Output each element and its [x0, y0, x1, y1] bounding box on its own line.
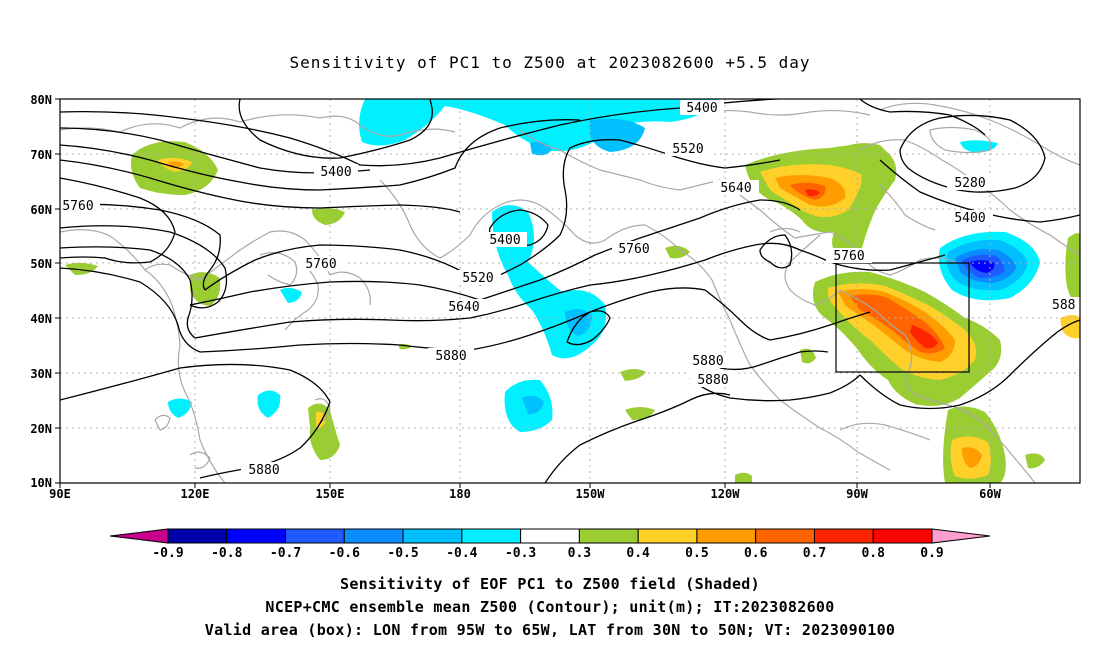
map-frame	[59, 98, 1081, 484]
grid	[60, 99, 1080, 483]
colorbar-label: 0.9	[920, 546, 943, 561]
colorbar-label: -0.9	[152, 546, 183, 561]
contour-label: 5760	[833, 249, 864, 264]
colorbar-max-arrow	[931, 528, 991, 544]
map-panel: 5400 5400 5400 5400 5280 5520 5520 5640 …	[60, 99, 1080, 483]
lon-label: 180	[449, 487, 471, 501]
colorbar-label: 0.3	[568, 546, 591, 561]
colorbar-box	[813, 528, 874, 544]
colorbar-label: -0.4	[446, 546, 477, 561]
lat-label: 20N	[30, 422, 52, 436]
contour-label: 5400	[954, 211, 985, 226]
colorbar-box	[226, 528, 287, 544]
colorbar-label: -0.7	[270, 546, 301, 561]
contour-label: 5640	[720, 181, 751, 196]
contour-label: 5520	[672, 142, 703, 157]
lon-label: 150E	[316, 487, 345, 501]
contour-label: 5760	[618, 242, 649, 257]
latitude-axis: 80N 70N 60N 50N 40N 30N 20N 10N	[30, 93, 60, 490]
contour-label: 5880	[435, 349, 466, 364]
contour-label: 5400	[686, 101, 717, 116]
contour-label: 5880	[692, 354, 723, 369]
lat-label: 50N	[30, 257, 52, 271]
lat-label: 30N	[30, 367, 52, 381]
colorbar-box	[637, 528, 698, 544]
contour-label: 5640	[448, 300, 479, 315]
contour-label: 5880	[248, 463, 279, 478]
caption-line-1: Sensitivity of EOF PC1 to Z500 field (Sh…	[340, 575, 760, 593]
contour-label: 588	[1052, 298, 1075, 313]
colorbar-label: 0.6	[744, 546, 768, 561]
colorbar-labels: -0.9 -0.8 -0.7 -0.6 -0.5 -0.4 -0.3 0.3 0.4 0.5 0.6…	[152, 546, 943, 561]
valid-area-box	[835, 262, 970, 373]
lat-label: 60N	[30, 203, 52, 217]
contour-label: 5520	[462, 271, 493, 286]
lon-label: 120W	[711, 487, 741, 501]
colorbar-box	[696, 528, 757, 544]
contour-label: 5280	[954, 176, 985, 191]
contour-label: 5400	[320, 165, 351, 180]
colorbar: -0.9 -0.8 -0.7 -0.6 -0.5 -0.4 -0.3 0.3 0.4 0.5 0.6…	[109, 528, 991, 561]
lon-label: 120E	[181, 487, 210, 501]
colorbar-label: -0.6	[329, 546, 360, 561]
lon-label: 60W	[979, 487, 1001, 501]
contour-label: 5760	[305, 257, 336, 272]
contour-labels: 5400 5400 5400 5400 5280 5520 5520 5640 …	[60, 100, 1080, 478]
lat-label: 10N	[30, 476, 52, 490]
lat-label: 80N	[30, 93, 52, 107]
contour-label: 5880	[697, 373, 728, 388]
lat-label: 70N	[30, 148, 52, 162]
lon-label: 90E	[49, 487, 71, 501]
colorbar-label: 0.8	[861, 546, 885, 561]
longitude-axis: 90E 120E 150E 180 150W 120W 90W 60W	[49, 483, 1002, 501]
colorbar-box	[167, 528, 228, 544]
colorbar-box	[520, 528, 580, 544]
colorbar-box	[755, 528, 815, 544]
map-title: Sensitivity of PC1 to Z500 at 2023082600…	[289, 53, 810, 72]
colorbar-label: 0.4	[626, 546, 650, 561]
colorbar-label: -0.8	[211, 546, 242, 561]
colorbar-min-arrow	[109, 528, 169, 544]
caption-line-3: Valid area (box): LON from 95W to 65W, L…	[205, 621, 895, 639]
colorbar-box	[578, 528, 639, 544]
contour-label: 5400	[489, 233, 520, 248]
colorbar-box	[343, 528, 404, 544]
colorbar-box	[461, 528, 522, 544]
colorbar-boxes	[109, 528, 991, 544]
colorbar-box	[402, 528, 463, 544]
caption-line-2: NCEP+CMC ensemble mean Z500 (Contour); u…	[265, 598, 834, 616]
colorbar-label: 0.5	[685, 546, 708, 561]
colorbar-label: 0.7	[803, 546, 826, 561]
colorbar-box	[285, 528, 345, 544]
contour-label: 5760	[62, 199, 93, 214]
lon-label: 150W	[576, 487, 606, 501]
colorbar-label: -0.3	[505, 546, 536, 561]
lat-label: 40N	[30, 312, 52, 326]
colorbar-box	[872, 528, 933, 544]
colorbar-label: -0.5	[387, 546, 418, 561]
lon-label: 90W	[846, 487, 868, 501]
